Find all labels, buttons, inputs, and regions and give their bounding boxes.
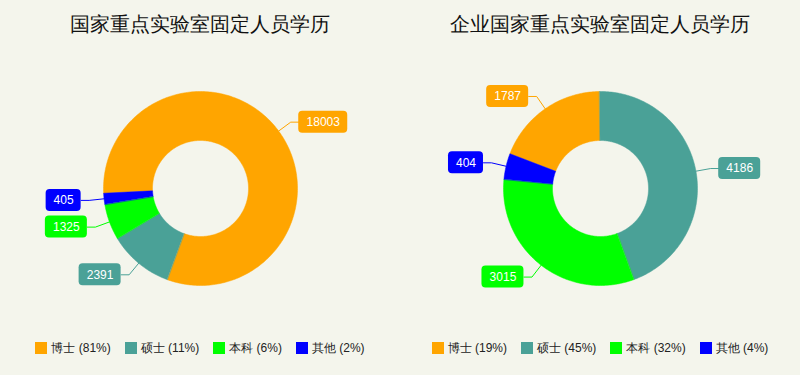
html-text:其他 (4%): 其他 (4%) [715, 341, 769, 355]
svg-text:1787: 1787 [494, 89, 521, 103]
svg-text:1325: 1325 [53, 220, 80, 234]
svg-text:405: 405 [54, 193, 74, 207]
html-text:企业国家重点实验室固定人员学历: 企业国家重点实验室固定人员学历 [450, 13, 750, 35]
svg-text:18003: 18003 [307, 115, 341, 129]
html-text:国家重点实验室固定人员学历: 国家重点实验室固定人员学历 [70, 13, 330, 35]
html-text:博士 (81%): 博士 (81%) [51, 341, 111, 355]
html-text:其他 (2%): 其他 (2%) [311, 341, 365, 355]
html-text:本科 (32%): 本科 (32%) [626, 341, 686, 355]
html-text:硕士 (45%): 硕士 (45%) [537, 341, 597, 355]
svg-text:4186: 4186 [726, 161, 753, 175]
svg-text:3015: 3015 [490, 270, 517, 284]
html-text:博士 (19%): 博士 (19%) [447, 341, 507, 355]
svg-text:2391: 2391 [87, 268, 114, 282]
svg-text:404: 404 [456, 156, 476, 170]
html-text:本科 (6%): 本科 (6%) [229, 341, 282, 355]
html-text:硕士 (11%): 硕士 (11%) [140, 341, 200, 355]
